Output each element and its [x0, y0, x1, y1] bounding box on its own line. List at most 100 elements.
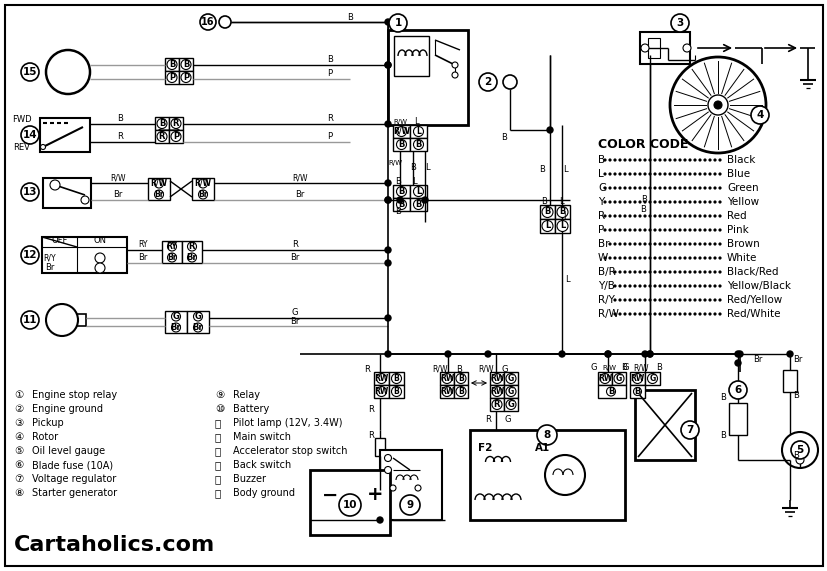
- Circle shape: [682, 44, 691, 52]
- Text: L: L: [414, 118, 418, 127]
- Text: Pilot lamp (12V, 3.4W): Pilot lamp (12V, 3.4W): [232, 418, 342, 428]
- Circle shape: [614, 257, 615, 259]
- Circle shape: [713, 101, 721, 109]
- Circle shape: [633, 299, 635, 301]
- Circle shape: [668, 299, 670, 301]
- Circle shape: [633, 201, 635, 203]
- Circle shape: [376, 517, 383, 523]
- Bar: [43, 178, 91, 208]
- Text: B: B: [597, 155, 605, 165]
- Text: Battery: Battery: [232, 404, 269, 414]
- Circle shape: [643, 299, 645, 301]
- Circle shape: [718, 285, 720, 287]
- Circle shape: [442, 387, 452, 396]
- Circle shape: [713, 257, 715, 259]
- Bar: [393, 198, 409, 211]
- Circle shape: [619, 243, 620, 245]
- Text: Br: Br: [752, 356, 762, 364]
- Circle shape: [21, 246, 39, 264]
- Circle shape: [708, 201, 710, 203]
- Circle shape: [619, 201, 620, 203]
- Text: RY: RY: [138, 240, 147, 250]
- Text: R/W: R/W: [597, 309, 618, 319]
- Circle shape: [413, 199, 423, 210]
- Circle shape: [614, 173, 615, 175]
- Text: B: B: [117, 115, 122, 123]
- Circle shape: [708, 159, 710, 161]
- Text: R: R: [485, 416, 490, 424]
- Text: B: B: [640, 195, 646, 204]
- Circle shape: [673, 201, 675, 203]
- Text: B: B: [394, 207, 400, 216]
- Bar: [409, 125, 427, 138]
- Text: B: B: [415, 140, 421, 149]
- Circle shape: [605, 351, 610, 357]
- Text: B: B: [159, 119, 165, 128]
- Bar: [192, 178, 213, 200]
- Circle shape: [678, 243, 680, 245]
- Circle shape: [604, 159, 605, 161]
- Circle shape: [633, 229, 635, 231]
- Circle shape: [693, 243, 695, 245]
- Text: Br: Br: [295, 191, 304, 199]
- Text: −: −: [322, 485, 337, 505]
- Circle shape: [648, 271, 650, 273]
- Circle shape: [638, 313, 640, 315]
- Circle shape: [698, 215, 700, 217]
- Circle shape: [414, 485, 420, 491]
- Circle shape: [390, 485, 395, 491]
- Bar: [554, 205, 569, 219]
- Circle shape: [713, 243, 715, 245]
- Text: 2: 2: [484, 77, 491, 87]
- Circle shape: [718, 299, 720, 301]
- Text: RY: RY: [166, 242, 177, 251]
- Text: Engine ground: Engine ground: [32, 404, 103, 414]
- Text: G: G: [597, 183, 605, 193]
- Text: R: R: [117, 132, 122, 142]
- Circle shape: [718, 271, 720, 273]
- Circle shape: [171, 119, 181, 128]
- Circle shape: [653, 313, 655, 315]
- Text: Blade fuse (10A): Blade fuse (10A): [32, 460, 113, 470]
- Text: G: G: [172, 312, 179, 321]
- Circle shape: [703, 271, 705, 273]
- Circle shape: [194, 323, 203, 332]
- Text: R/W: R/W: [151, 179, 167, 188]
- Text: ⑦: ⑦: [14, 474, 23, 484]
- Bar: [782, 370, 796, 392]
- Circle shape: [673, 159, 675, 161]
- Text: G: G: [507, 400, 514, 409]
- Circle shape: [491, 373, 501, 384]
- Circle shape: [663, 243, 665, 245]
- Circle shape: [638, 173, 640, 175]
- Circle shape: [688, 215, 690, 217]
- Circle shape: [609, 187, 610, 189]
- Text: RW: RW: [374, 387, 388, 396]
- Circle shape: [698, 229, 700, 231]
- Circle shape: [643, 313, 645, 315]
- Circle shape: [629, 257, 630, 259]
- Bar: [165, 58, 179, 71]
- Text: B: B: [540, 198, 547, 207]
- Circle shape: [385, 247, 390, 253]
- Text: G: G: [622, 364, 629, 372]
- Text: Brown: Brown: [726, 239, 759, 249]
- Circle shape: [614, 285, 615, 287]
- Text: B: B: [655, 364, 661, 372]
- Circle shape: [187, 253, 196, 262]
- Circle shape: [491, 387, 501, 396]
- Bar: [389, 372, 404, 385]
- Circle shape: [708, 187, 710, 189]
- Circle shape: [609, 215, 610, 217]
- Circle shape: [703, 285, 705, 287]
- Text: R: R: [597, 211, 605, 221]
- Circle shape: [619, 229, 620, 231]
- Circle shape: [604, 201, 605, 203]
- Circle shape: [385, 260, 390, 266]
- Circle shape: [643, 187, 645, 189]
- Circle shape: [629, 271, 630, 273]
- Bar: [409, 185, 427, 198]
- Circle shape: [624, 173, 625, 175]
- Circle shape: [619, 173, 620, 175]
- Circle shape: [703, 215, 705, 217]
